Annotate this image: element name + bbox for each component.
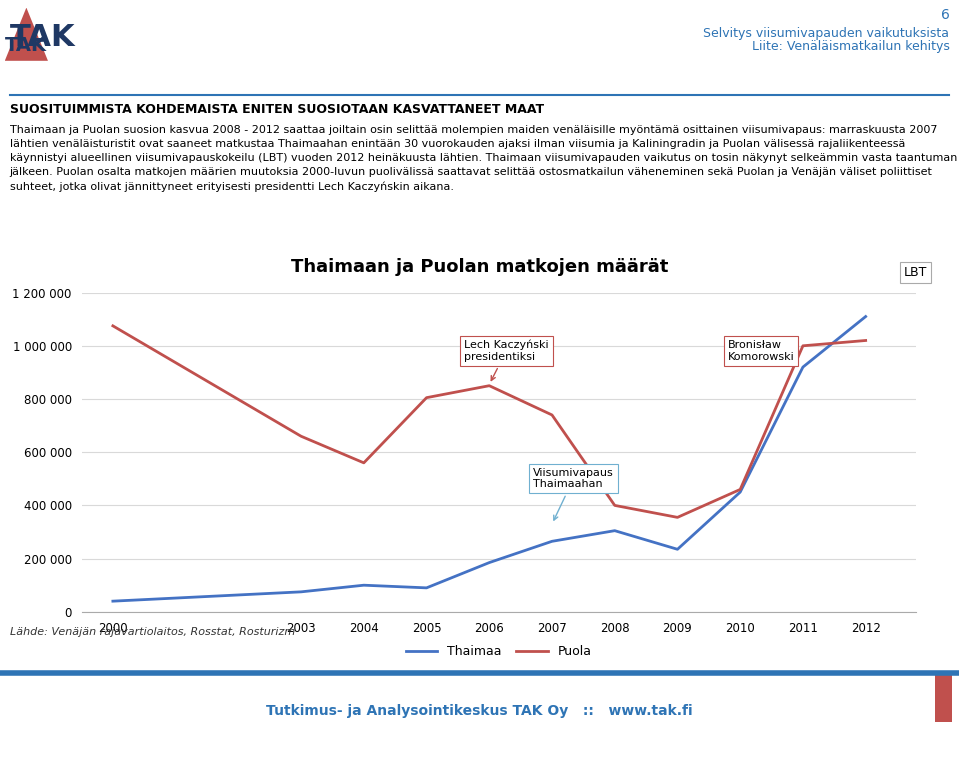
Text: 6: 6 [941,8,949,21]
Text: TAK: TAK [10,23,75,52]
Text: Thaimaan ja Puolan suosion kasvua 2008 - 2012 saattaa joiltain osin selittää mol: Thaimaan ja Puolan suosion kasvua 2008 -… [10,125,957,192]
Text: Tutkimus- ja Analysointikeskus TAK Oy   ::   www.tak.fi: Tutkimus- ja Analysointikeskus TAK Oy ::… [267,704,692,717]
Text: Viisumivapaus
Thaimaahan: Viisumivapaus Thaimaahan [533,468,614,520]
Text: Bronisław
Komorowski: Bronisław Komorowski [728,340,794,363]
Text: Lech Kaczyński
presidentiksi: Lech Kaczyński presidentiksi [464,340,549,381]
Polygon shape [5,8,48,61]
Legend: Thaimaa, Puola: Thaimaa, Puola [401,640,596,663]
Text: TAK: TAK [5,36,47,55]
Text: Thaimaan ja Puolan matkojen määrät: Thaimaan ja Puolan matkojen määrät [291,258,668,276]
Text: Lähde: Venäjän rajavartiolaitos, Rosstat, Rosturizm: Lähde: Venäjän rajavartiolaitos, Rosstat… [10,627,294,637]
Text: LBT: LBT [904,266,927,279]
Text: Liite: Venäläismatkailun kehitys: Liite: Venäläismatkailun kehitys [752,40,949,52]
Text: Selvitys viisumivapauden vaikutuksista: Selvitys viisumivapauden vaikutuksista [703,27,949,40]
Y-axis label: Matkaa vuodessa: Matkaa vuodessa [0,397,4,507]
Text: SUOSITUIMMISTA KOHDEMAISTA ENITEN SUOSIOTAAN KASVATTANEET MAAT: SUOSITUIMMISTA KOHDEMAISTA ENITEN SUOSIO… [10,103,544,116]
